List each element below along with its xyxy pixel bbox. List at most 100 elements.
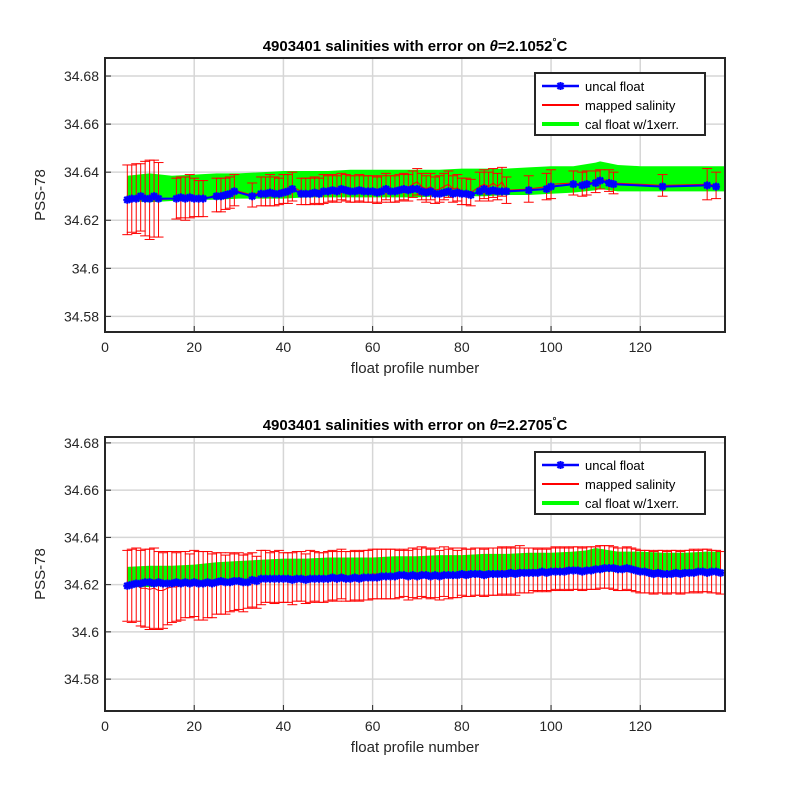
- uncal-float-point: [332, 187, 341, 196]
- uncal-float-point: [306, 189, 315, 198]
- uncal-float-point: [564, 566, 573, 575]
- uncal-float-point: [480, 571, 489, 580]
- uncal-float-point: [127, 194, 136, 203]
- uncal-float-point: [399, 184, 408, 193]
- uncal-float-point: [395, 186, 404, 195]
- uncal-float-point: [230, 187, 239, 196]
- uncal-float-point: [274, 574, 283, 583]
- uncal-float-point: [591, 178, 600, 187]
- uncal-float-point: [529, 568, 538, 577]
- uncal-float-point: [475, 187, 484, 196]
- uncal-float-point: [493, 187, 502, 196]
- title-title-value: =2.1052: [498, 38, 553, 55]
- uncal-float-point: [315, 189, 324, 198]
- uncal-float-point: [274, 189, 283, 198]
- uncal-float-point: [145, 578, 154, 587]
- uncal-float-point: [337, 573, 346, 582]
- uncal-float-point: [622, 564, 631, 573]
- title-title-value: =2.2705: [498, 417, 553, 434]
- uncal-float-point: [158, 579, 167, 588]
- uncal-float-point: [132, 194, 141, 203]
- uncal-float-point: [547, 182, 556, 191]
- x-tick-label: 20: [186, 718, 202, 734]
- uncal-float-point: [457, 189, 466, 198]
- uncal-float-point: [489, 570, 498, 578]
- chart-title: 4903401 salinities with error on θ=2.270…: [263, 416, 568, 434]
- uncal-float-point: [573, 566, 582, 575]
- uncal-float-point: [390, 187, 399, 196]
- x-tick-label: 60: [365, 339, 381, 355]
- uncal-float-point: [444, 571, 453, 580]
- uncal-float-point: [422, 188, 431, 197]
- y-tick-label: 34.64: [64, 164, 99, 180]
- uncal-float-point: [520, 568, 529, 577]
- axes-box: [104, 436, 726, 712]
- uncal-float-point: [707, 567, 716, 576]
- y-tick-label: 34.58: [64, 308, 99, 324]
- uncal-float-point: [283, 187, 292, 196]
- uncal-float-point: [417, 187, 426, 196]
- y-tick-label: 34.66: [64, 116, 99, 132]
- uncal-float-point: [328, 186, 337, 195]
- uncal-float-point: [640, 567, 649, 576]
- uncal-float-point: [448, 189, 457, 198]
- uncal-float-point: [676, 570, 685, 578]
- uncal-float-point: [502, 187, 511, 196]
- legend: uncal float mapped salinity cal float w/1x…: [534, 72, 706, 136]
- uncal-float-point: [654, 568, 663, 577]
- uncal-float-point: [288, 575, 297, 584]
- uncal-float-point: [230, 577, 239, 586]
- uncal-float-point: [239, 578, 248, 587]
- legend-label: uncal float: [585, 458, 645, 473]
- uncal-float-point: [150, 192, 159, 201]
- uncal-float-point: [279, 574, 288, 583]
- y-axis-label: PSS-78: [32, 548, 49, 600]
- uncal-float-point: [212, 578, 221, 587]
- uncal-float-point: [297, 189, 306, 198]
- x-tick-label: 80: [454, 718, 470, 734]
- uncal-float-point: [132, 579, 141, 588]
- uncal-float-point: [497, 570, 506, 578]
- uncal-float-point: [279, 188, 288, 197]
- legend: uncal float mapped salinity cal float w/1x…: [534, 451, 706, 515]
- legend-label: mapped salinity: [585, 477, 676, 492]
- uncal-float-point: [364, 187, 373, 196]
- uncal-float-point: [382, 572, 391, 581]
- uncal-float-point: [404, 572, 413, 581]
- uncal-float-point: [136, 192, 145, 201]
- uncal-float-point: [172, 578, 181, 587]
- uncal-float-point: [386, 187, 395, 196]
- x-tick-label: 40: [276, 718, 292, 734]
- uncal-float-point: [346, 574, 355, 583]
- uncal-float-point: [154, 578, 163, 587]
- uncal-float-point: [609, 564, 618, 573]
- uncal-float-point: [150, 579, 159, 588]
- uncal-float-point: [359, 573, 368, 582]
- uncal-float-point: [266, 574, 275, 583]
- uncal-float-point: [141, 194, 150, 203]
- uncal-float-point: [645, 568, 654, 577]
- uncal-float-point: [390, 572, 399, 581]
- uncal-float-point: [248, 575, 257, 584]
- uncal-float-point: [658, 570, 667, 578]
- uncal-float-point: [426, 572, 435, 581]
- chart-panel-2: 0 20 40 60 80 100 120 34.58 34.6 34.62 34.64 34.66 3…: [32, 416, 726, 756]
- uncal-float-point: [506, 568, 515, 577]
- uncal-float-point: [181, 194, 190, 203]
- y-tick-label: 34.6: [72, 260, 99, 276]
- uncal-float-point: [243, 578, 252, 587]
- uncal-float-point: [350, 573, 359, 582]
- uncal-float-point: [417, 571, 426, 580]
- uncal-float-point: [382, 184, 391, 193]
- title-theta-symbol: θ: [489, 38, 498, 55]
- legend-label: cal float w/1xerr.: [585, 117, 679, 132]
- uncal-float-point: [453, 571, 462, 580]
- uncal-float-point: [185, 579, 194, 588]
- uncal-float-point: [123, 195, 132, 204]
- uncal-float-point: [453, 188, 462, 197]
- uncal-float-point: [257, 574, 266, 583]
- uncal-float-point: [587, 566, 596, 575]
- y-tick-label: 34.62: [64, 577, 99, 593]
- uncal-float-point: [613, 565, 622, 574]
- uncal-float-point: [225, 578, 234, 587]
